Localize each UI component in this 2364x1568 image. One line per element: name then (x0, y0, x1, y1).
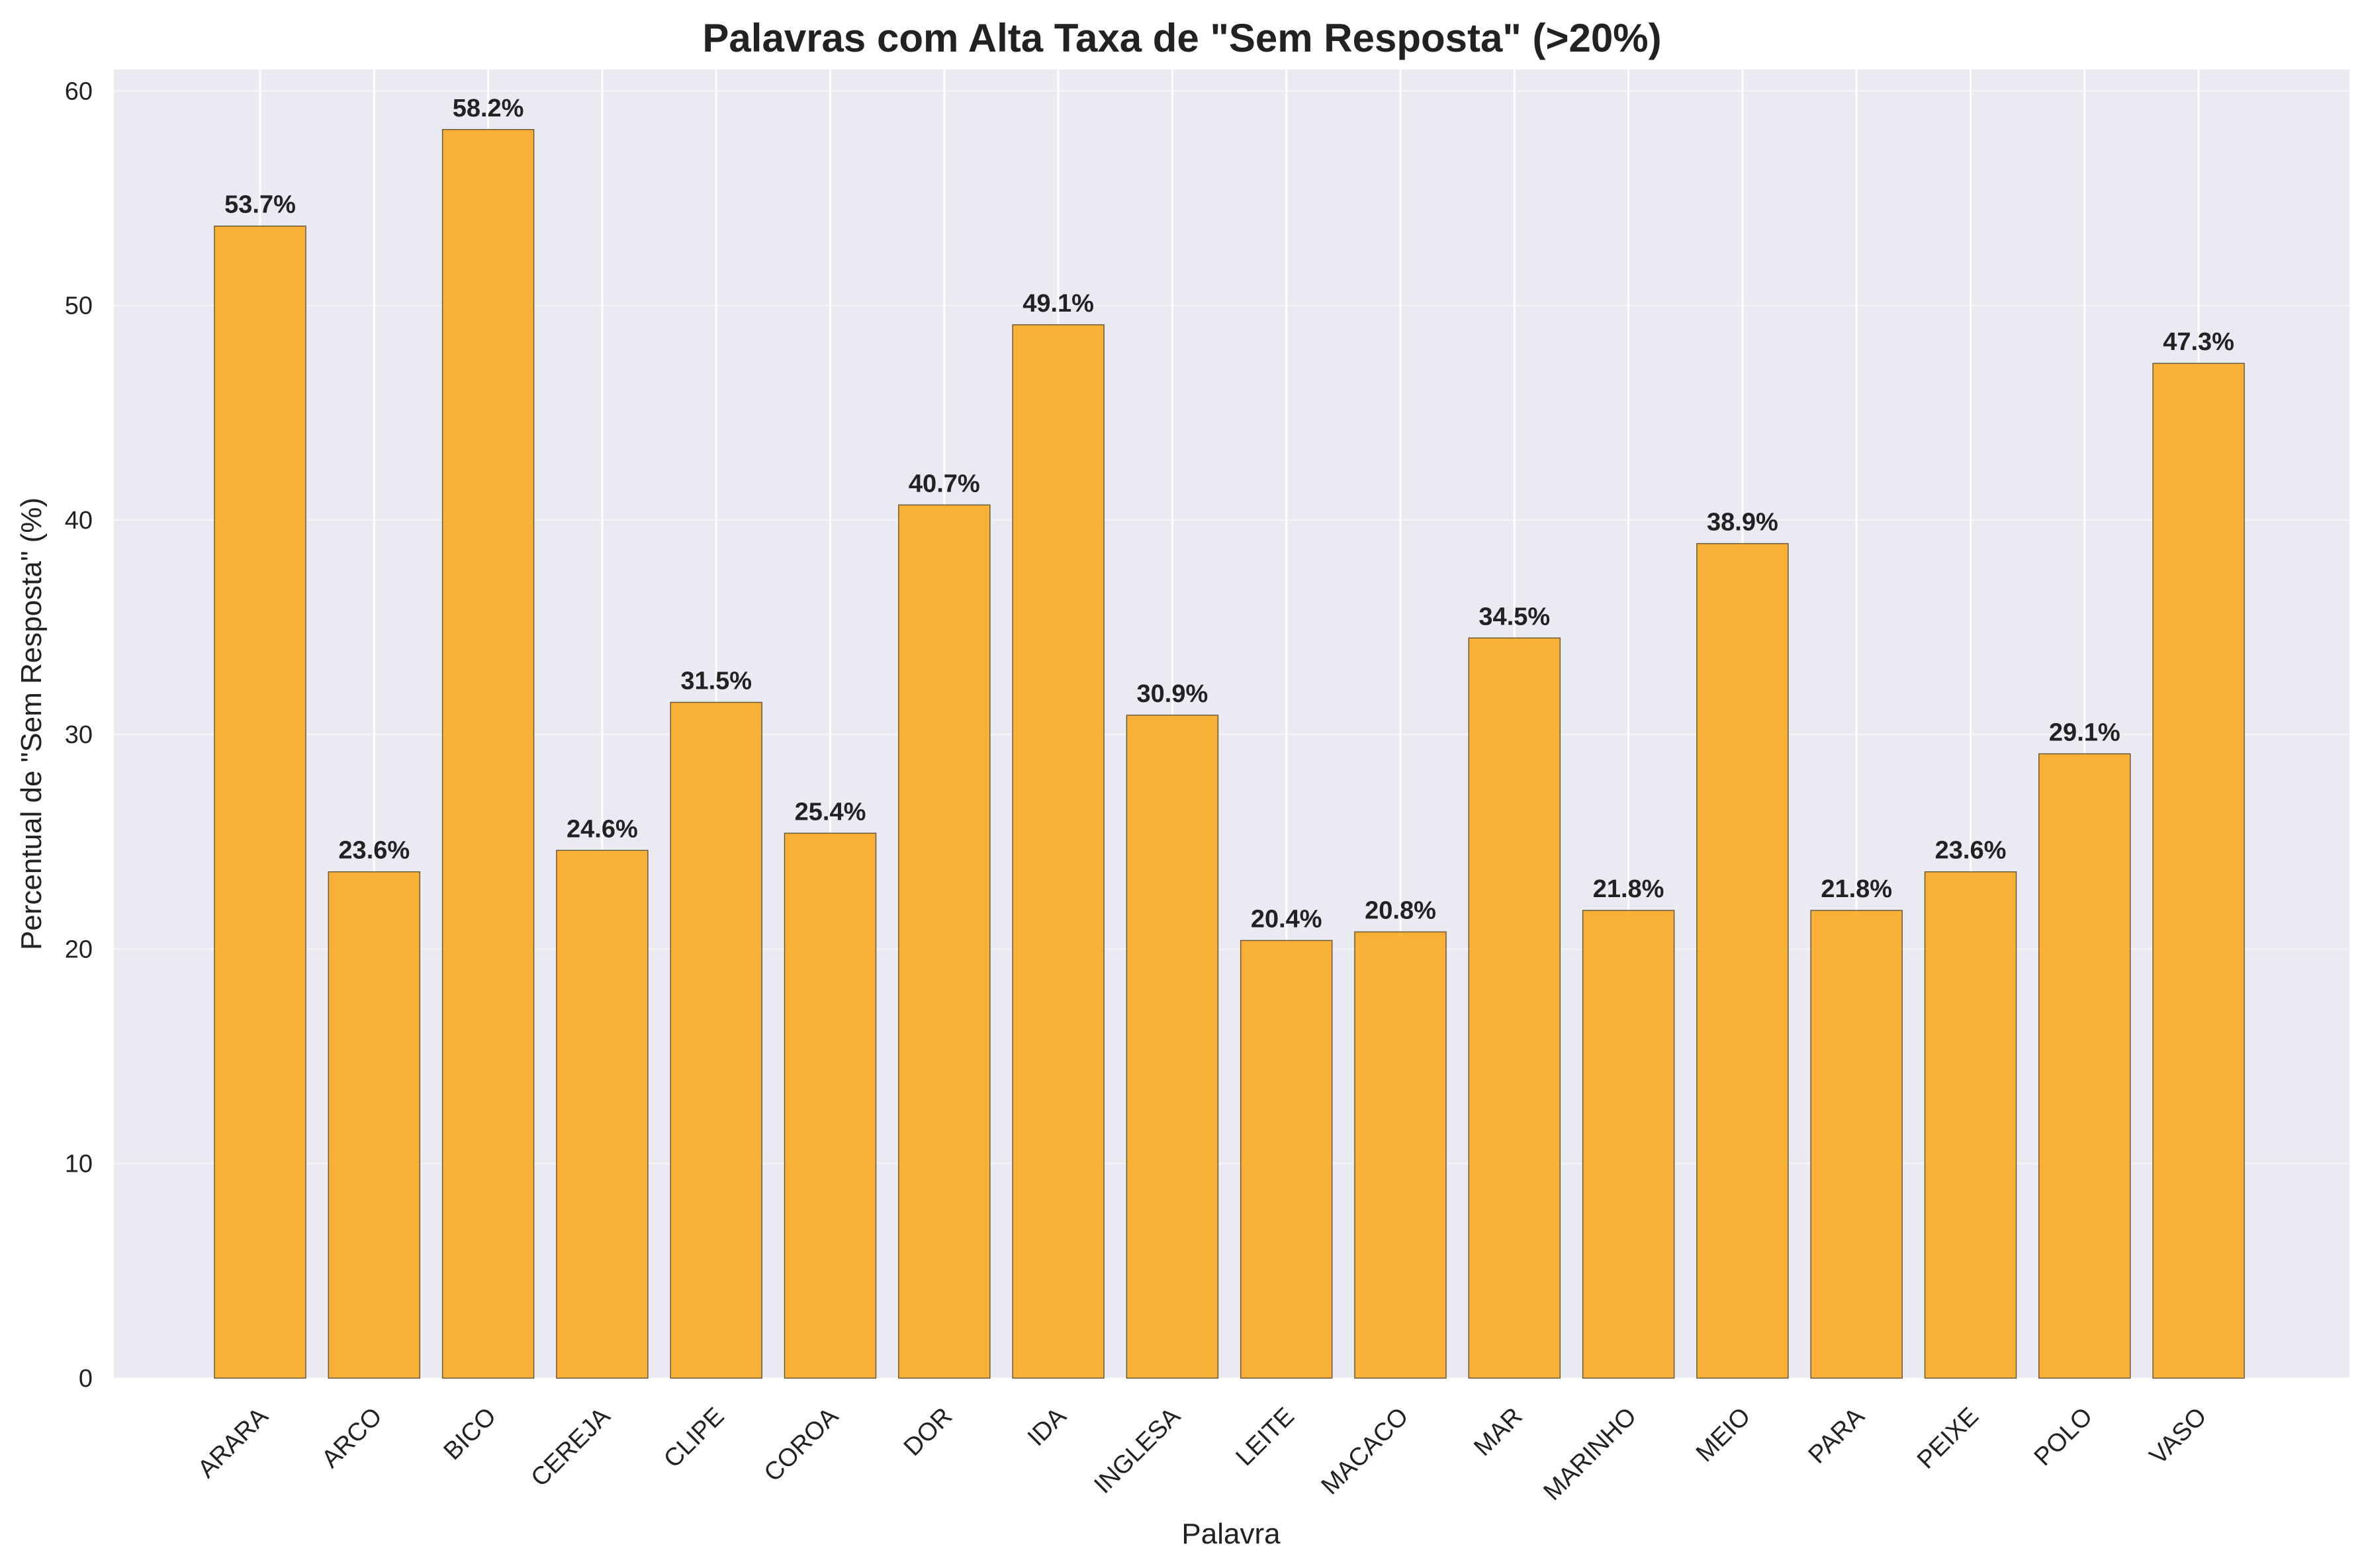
x-tick-label: ARARA (193, 1402, 274, 1483)
y-tick-label: 30 (65, 721, 93, 749)
bar-leite (1240, 939, 1333, 1379)
x-axis-label: Palavra (1181, 1518, 1281, 1550)
bar-arara (214, 225, 306, 1379)
data-label-marinho: 21.8% (1593, 875, 1664, 903)
data-label-leite: 20.4% (1251, 906, 1322, 934)
y-tick-label: 50 (65, 292, 93, 320)
data-label-coroa: 25.4% (795, 798, 866, 826)
x-tick-label: IDA (1023, 1402, 1072, 1452)
bar-ida (1012, 324, 1105, 1379)
data-label-vaso: 47.3% (2163, 328, 2234, 356)
x-axis-ticks: ARARA ARCO BICO CEREJA CLIPE COROA DOR IDA INGLE… (193, 1402, 2212, 1506)
x-tick-label: MEIO (1691, 1403, 1756, 1467)
x-tick-label: ARCO (316, 1403, 387, 1473)
y-tick-label: 40 (65, 507, 93, 535)
y-tick-label: 20 (65, 936, 93, 963)
x-tick-label: PEIXE (1912, 1403, 1984, 1475)
data-labels: 53.7% 23.6% 58.2% 24.6% 31.5% 25.4% 40.7% 49.1%… (224, 95, 2234, 934)
data-label-para: 21.8% (1821, 875, 1892, 903)
bar-polo (2038, 753, 2131, 1379)
x-tick-label: INGLESA (1089, 1402, 1187, 1499)
y-axis-label: Percentual de "Sem Resposta" (%) (15, 498, 48, 950)
data-label-macaco: 20.8% (1365, 897, 1436, 925)
bar-arco (328, 871, 421, 1379)
x-tick-label: DOR (899, 1403, 958, 1461)
bar-vaso (2152, 363, 2245, 1379)
bar-meio (1696, 543, 1789, 1379)
y-tick-label: 10 (65, 1151, 93, 1178)
bar-peixe (1924, 871, 2017, 1379)
data-label-inglesa: 30.9% (1137, 680, 1208, 708)
bar-marinho (1582, 910, 1675, 1379)
x-tick-label: MAR (1469, 1403, 1527, 1461)
bars (214, 129, 2245, 1379)
data-label-cereja: 24.6% (567, 815, 638, 843)
data-label-mar: 34.5% (1478, 603, 1550, 631)
data-label-clipe: 31.5% (680, 668, 752, 695)
y-axis-ticks: 0 10 20 30 40 50 60 (65, 77, 93, 1393)
data-label-arco: 23.6% (338, 837, 410, 865)
x-tick-label: MARINHO (1538, 1403, 1642, 1506)
data-label-polo: 29.1% (2049, 719, 2120, 746)
bar-coroa (784, 832, 877, 1379)
y-tick-label: 0 (79, 1365, 93, 1393)
data-label-meio: 38.9% (1707, 509, 1778, 537)
bar-para (1810, 910, 1903, 1379)
bar-mar (1468, 637, 1561, 1379)
data-label-ida: 49.1% (1023, 290, 1094, 318)
chart-title: Palavras com Alta Taxa de "Sem Resposta"… (702, 16, 1661, 60)
x-tick-label: CEREJA (526, 1402, 616, 1492)
x-tick-label: PARA (1803, 1402, 1870, 1469)
bar-macaco (1354, 931, 1447, 1379)
x-tick-label: VASO (2144, 1403, 2212, 1470)
x-tick-label: COROA (759, 1402, 844, 1487)
data-label-bico: 58.2% (453, 95, 524, 122)
bar-bico (441, 129, 535, 1379)
x-tick-label: MACACO (1316, 1403, 1414, 1501)
x-tick-label: BICO (439, 1403, 502, 1465)
bar-dor (898, 504, 991, 1379)
y-tick-label: 60 (65, 77, 93, 105)
x-tick-label: CLIPE (659, 1403, 729, 1473)
data-label-dor: 40.7% (909, 470, 980, 498)
x-tick-label: LEITE (1231, 1403, 1300, 1471)
bar-clipe (670, 701, 762, 1379)
data-label-arara: 53.7% (224, 191, 296, 219)
data-label-peixe: 23.6% (1935, 837, 2007, 865)
x-tick-label: POLO (2029, 1403, 2098, 1471)
bar-cereja (556, 849, 649, 1379)
bar-inglesa (1126, 715, 1219, 1379)
